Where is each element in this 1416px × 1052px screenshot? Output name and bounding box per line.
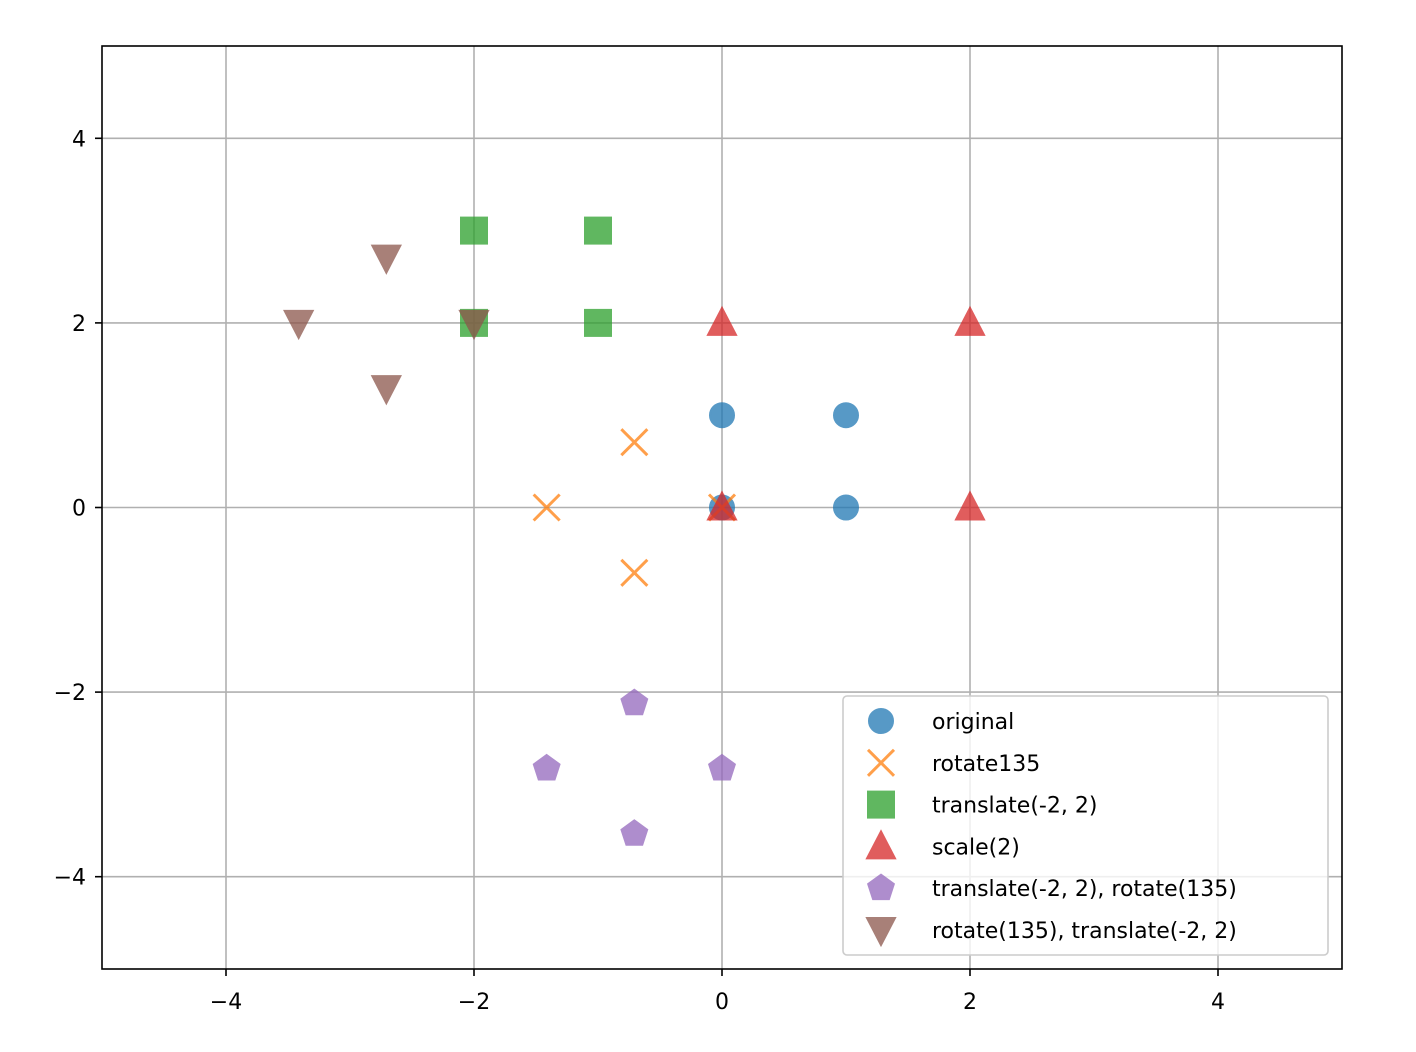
point-translate-2-2-rotate-135 xyxy=(620,819,649,846)
data-points xyxy=(283,216,986,846)
legend-label-translate-2-2-rotate-135: translate(-2, 2), rotate(135) xyxy=(932,877,1237,902)
axis-ticks: −4 −2 0 2 4 −4 −2 0 2 4 xyxy=(54,127,1225,1015)
point-scale-2 xyxy=(706,490,738,521)
point-scale-2 xyxy=(954,490,986,521)
point-rotate135 xyxy=(620,558,649,587)
y-tick-label: 0 xyxy=(72,497,86,522)
point-scale-2 xyxy=(706,305,738,336)
point-original xyxy=(709,402,735,429)
legend-marker-rotate135 xyxy=(866,748,896,777)
point-rotate-135-translate-2-2 xyxy=(370,244,402,275)
legend-marker-original xyxy=(868,708,894,734)
point-rotate-135-translate-2-2 xyxy=(370,375,402,406)
point-translate-2-2 xyxy=(460,216,488,245)
point-rotate135 xyxy=(620,428,649,457)
legend-marker-scale-2 xyxy=(865,829,897,860)
x-tick-label: −4 xyxy=(210,990,242,1015)
legend-marker-rotate-135-translate-2-2 xyxy=(865,917,897,948)
point-translate-2-2 xyxy=(584,216,612,245)
point-rotate-135-translate-2-2 xyxy=(283,309,315,341)
y-tick-label: 4 xyxy=(72,127,86,152)
x-tick-label: 2 xyxy=(963,990,977,1015)
legend-label-scale-2: scale(2) xyxy=(932,835,1020,860)
legend: original rotate135 translate(-2, 2) scale(2… xyxy=(842,695,1329,956)
legend-marker-translate-2-2-rotate-135 xyxy=(866,873,896,901)
x-tick-label: 4 xyxy=(1211,990,1225,1015)
legend-label-original: original xyxy=(932,710,1014,735)
y-tick-label: −4 xyxy=(54,866,86,891)
point-translate-2-2 xyxy=(584,308,612,337)
point-translate-2-2-rotate-135 xyxy=(707,753,737,781)
point-scale-2 xyxy=(954,305,986,336)
legend-label-translate-2-2: translate(-2, 2) xyxy=(932,794,1097,819)
point-original xyxy=(833,402,859,429)
point-original xyxy=(833,494,859,521)
y-tick-label: −2 xyxy=(54,681,86,706)
point-rotate135 xyxy=(532,493,561,522)
x-tick-label: −2 xyxy=(458,990,490,1015)
point-translate-2-2-rotate-135 xyxy=(532,753,561,781)
x-tick-label: 0 xyxy=(715,990,729,1015)
y-tick-label: 2 xyxy=(72,312,86,337)
legend-label-rotate-135-translate-2-2: rotate(135), translate(-2, 2) xyxy=(932,919,1237,944)
legend-label-rotate135: rotate135 xyxy=(932,752,1040,777)
point-translate-2-2-rotate-135 xyxy=(620,688,649,716)
legend-marker-translate-2-2 xyxy=(867,790,895,819)
plot-frame xyxy=(101,45,1343,970)
legend-box xyxy=(842,695,1329,956)
point-rotate-135-translate-2-2 xyxy=(458,309,490,341)
